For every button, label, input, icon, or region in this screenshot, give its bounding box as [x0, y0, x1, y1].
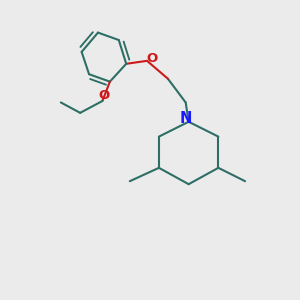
Text: O: O: [147, 52, 158, 65]
Text: N: N: [179, 111, 192, 126]
Text: O: O: [98, 88, 110, 101]
